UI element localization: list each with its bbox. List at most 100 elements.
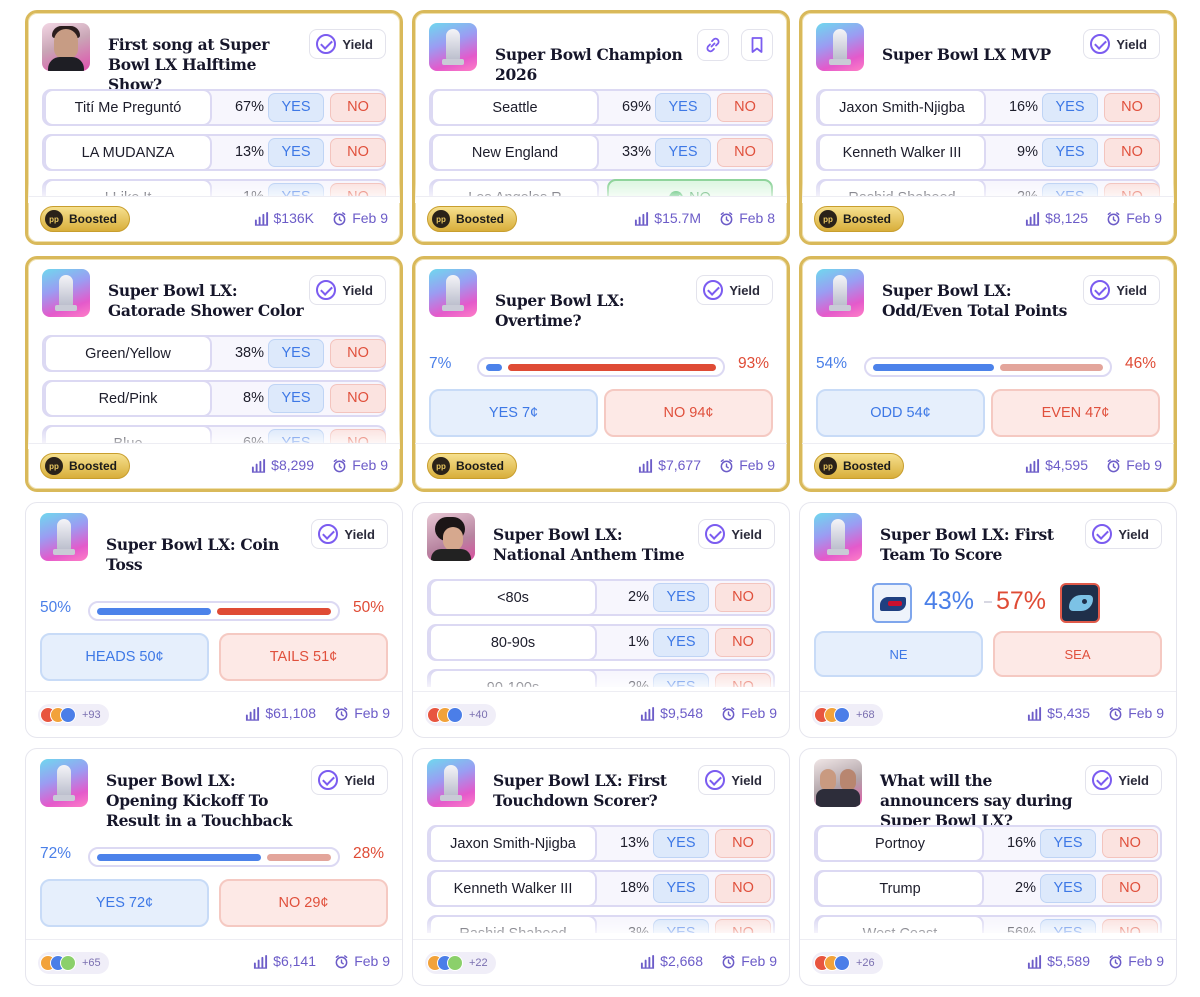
- outcome-name[interactable]: Portnoy: [816, 825, 984, 862]
- buy-no-button[interactable]: EVEN 47¢: [991, 389, 1160, 437]
- bookmark-button[interactable]: [741, 29, 773, 61]
- boosted-badge[interactable]: pp Boosted: [814, 206, 904, 232]
- yield-button[interactable]: Yield: [1083, 275, 1160, 305]
- market-thumbnail[interactable]: [814, 513, 862, 561]
- market-card-oddeven[interactable]: Super Bowl LX: Odd/Even Total Points Yiel…: [799, 256, 1177, 492]
- trader-avatars[interactable]: +68: [812, 704, 883, 726]
- market-thumbnail[interactable]: [427, 513, 475, 561]
- market-title[interactable]: What will the announcers say during Supe…: [880, 771, 1073, 830]
- no-button[interactable]: NO: [717, 138, 773, 167]
- market-thumbnail[interactable]: [40, 513, 88, 561]
- market-title[interactable]: Super Bowl LX: Coin Toss: [106, 535, 279, 574]
- outcome-name[interactable]: Kenneth Walker III: [818, 134, 986, 171]
- market-thumbnail[interactable]: [429, 269, 477, 317]
- market-card-firstscore[interactable]: Super Bowl LX: First Team To Score Yield 4…: [799, 502, 1177, 738]
- outcome-name[interactable]: <80s: [429, 579, 597, 616]
- market-card-anthem[interactable]: Super Bowl LX: National Anthem Time Yield…: [412, 502, 790, 738]
- market-title[interactable]: Super Bowl LX: Odd/Even Total Points: [882, 281, 1068, 320]
- outcome-name[interactable]: 80-90s: [429, 624, 597, 661]
- trader-avatars[interactable]: +40: [425, 704, 496, 726]
- market-thumbnail[interactable]: [816, 269, 864, 317]
- no-button[interactable]: NO: [1102, 829, 1158, 858]
- buy-no-button[interactable]: TAILS 51¢: [219, 633, 388, 681]
- buy-yes-button[interactable]: YES 7¢: [429, 389, 598, 437]
- yield-button[interactable]: Yield: [1083, 29, 1160, 59]
- no-button[interactable]: NO: [715, 829, 771, 858]
- yield-button[interactable]: Yield: [698, 519, 775, 549]
- market-card-announcers[interactable]: What will the announcers say during Supe…: [799, 748, 1177, 986]
- outcome-name[interactable]: Green/Yellow: [44, 335, 212, 372]
- buy-yes-button[interactable]: YES 72¢: [40, 879, 209, 927]
- yes-button[interactable]: YES: [268, 384, 324, 413]
- boosted-badge[interactable]: pp Boosted: [427, 206, 517, 232]
- yield-button[interactable]: Yield: [698, 765, 775, 795]
- market-card-touchdown[interactable]: Super Bowl LX: First Touchdown Scorer? Yi…: [412, 748, 790, 986]
- market-card-halftime[interactable]: First song at Super Bowl LX Halftime Sho…: [25, 10, 403, 245]
- yes-button[interactable]: YES: [1042, 138, 1098, 167]
- market-card-kickoff[interactable]: Super Bowl LX: Opening Kickoff To Result…: [25, 748, 403, 986]
- market-thumbnail[interactable]: [42, 23, 90, 71]
- yield-button[interactable]: Yield: [696, 275, 773, 305]
- yield-button[interactable]: Yield: [1085, 765, 1162, 795]
- boosted-badge[interactable]: pp Boosted: [40, 453, 130, 479]
- market-card-champion[interactable]: Super Bowl Champion 2026 Seattle 69% YES NO N…: [412, 10, 790, 245]
- market-card-overtime[interactable]: Super Bowl LX: Overtime? Yield 7% 93% YES 7¢…: [412, 256, 790, 492]
- yes-button[interactable]: YES: [1042, 93, 1098, 122]
- boosted-badge[interactable]: pp Boosted: [427, 453, 517, 479]
- buy-no-button[interactable]: NO 94¢: [604, 389, 773, 437]
- market-title[interactable]: Super Bowl LX: Opening Kickoff To Result…: [106, 771, 293, 830]
- market-thumbnail[interactable]: [429, 23, 477, 71]
- market-card-cointoss[interactable]: Super Bowl LX: Coin Toss Yield 50% 50% HEADS…: [25, 502, 403, 738]
- boosted-badge[interactable]: pp Boosted: [814, 453, 904, 479]
- market-thumbnail[interactable]: [816, 23, 864, 71]
- market-title[interactable]: Super Bowl LX: National Anthem Time: [493, 525, 685, 564]
- yes-button[interactable]: YES: [653, 829, 709, 858]
- yes-button[interactable]: YES: [1040, 874, 1096, 903]
- no-button[interactable]: NO: [715, 874, 771, 903]
- buy-ne-button[interactable]: NE: [814, 631, 983, 677]
- no-button[interactable]: NO: [330, 339, 386, 368]
- market-title[interactable]: First song at Super Bowl LX Halftime Sho…: [108, 35, 270, 94]
- yes-button[interactable]: YES: [653, 628, 709, 657]
- market-card-mvp[interactable]: Super Bowl LX MVP Yield Jaxon Smith-Njigba…: [799, 10, 1177, 245]
- market-thumbnail[interactable]: [814, 759, 862, 807]
- market-thumbnail[interactable]: [427, 759, 475, 807]
- buy-no-button[interactable]: NO 29¢: [219, 879, 388, 927]
- yes-button[interactable]: YES: [268, 93, 324, 122]
- no-button[interactable]: NO: [717, 93, 773, 122]
- yield-button[interactable]: Yield: [1085, 519, 1162, 549]
- outcome-name[interactable]: Seattle: [431, 89, 599, 126]
- trader-avatars[interactable]: +22: [425, 952, 496, 974]
- market-title[interactable]: Super Bowl Champion 2026: [495, 45, 683, 84]
- yes-button[interactable]: YES: [268, 339, 324, 368]
- market-title[interactable]: Super Bowl LX: First Touchdown Scorer?: [493, 771, 667, 810]
- buy-yes-button[interactable]: HEADS 50¢: [40, 633, 209, 681]
- outcome-name[interactable]: Trump: [816, 870, 984, 907]
- no-button[interactable]: NO: [1102, 874, 1158, 903]
- yes-button[interactable]: YES: [1040, 829, 1096, 858]
- market-title[interactable]: Super Bowl LX: Overtime?: [495, 291, 625, 330]
- boosted-badge[interactable]: pp Boosted: [40, 206, 130, 232]
- no-button[interactable]: NO: [330, 138, 386, 167]
- yield-button[interactable]: Yield: [309, 275, 386, 305]
- outcome-name[interactable]: Jaxon Smith-Njigba: [429, 825, 597, 862]
- yes-button[interactable]: YES: [655, 138, 711, 167]
- trader-avatars[interactable]: +26: [812, 952, 883, 974]
- yield-button[interactable]: Yield: [309, 29, 386, 59]
- yes-button[interactable]: YES: [268, 138, 324, 167]
- yes-button[interactable]: YES: [653, 874, 709, 903]
- trader-avatars[interactable]: +65: [38, 952, 109, 974]
- buy-yes-button[interactable]: ODD 54¢: [816, 389, 985, 437]
- yes-button[interactable]: YES: [655, 93, 711, 122]
- outcome-name[interactable]: New England: [431, 134, 599, 171]
- outcome-name[interactable]: Jaxon Smith-Njigba: [818, 89, 986, 126]
- yield-button[interactable]: Yield: [311, 519, 388, 549]
- no-button[interactable]: NO: [1104, 138, 1160, 167]
- market-title[interactable]: Super Bowl LX MVP: [882, 45, 1051, 64]
- buy-sea-button[interactable]: SEA: [993, 631, 1162, 677]
- outcome-name[interactable]: LA MUDANZA: [44, 134, 212, 171]
- no-button[interactable]: NO: [715, 628, 771, 657]
- copy-link-button[interactable]: [697, 29, 729, 61]
- yield-button[interactable]: Yield: [311, 765, 388, 795]
- market-thumbnail[interactable]: [40, 759, 88, 807]
